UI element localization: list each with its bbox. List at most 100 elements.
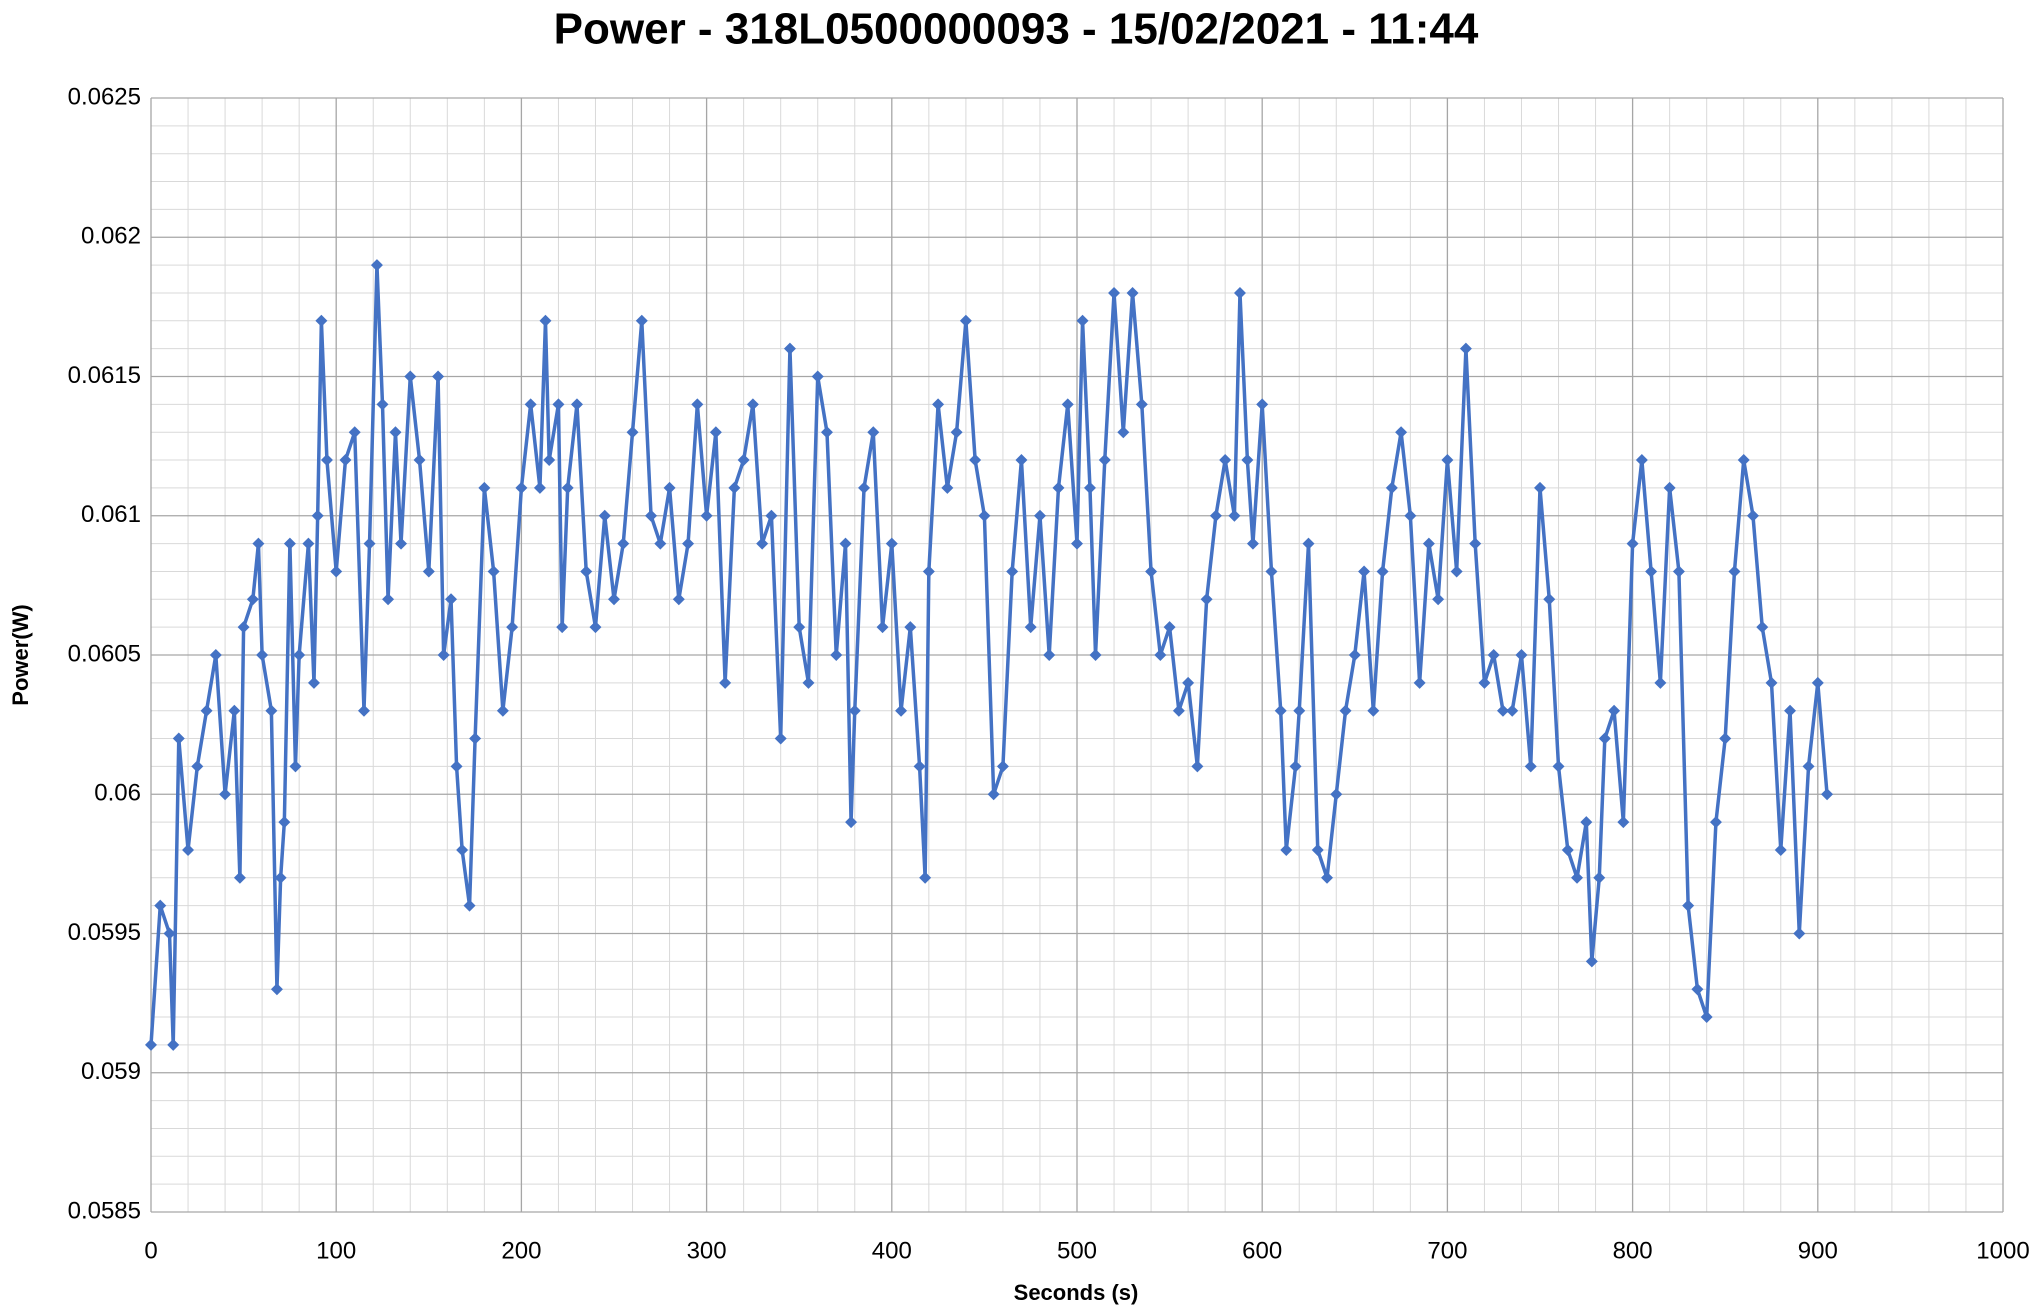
data-point: [487, 565, 500, 578]
data-point: [363, 537, 376, 550]
data-point: [783, 342, 796, 355]
data-point: [589, 621, 602, 634]
data-point: [1108, 286, 1121, 299]
data-point: [1404, 509, 1417, 522]
data-point: [820, 426, 833, 439]
data-point: [339, 454, 352, 467]
data-point: [1200, 593, 1213, 606]
data-point: [1376, 565, 1389, 578]
data-point: [1293, 704, 1306, 717]
data-point: [246, 593, 259, 606]
y-axis-label: Power(W): [8, 604, 33, 705]
data-point: [1728, 565, 1741, 578]
data-point: [1358, 565, 1371, 578]
x-tick-label: 100: [316, 1237, 356, 1264]
data-point: [382, 593, 395, 606]
y-tick-label: 0.0595: [68, 919, 141, 946]
data-point: [1617, 816, 1630, 829]
data-point: [1663, 481, 1676, 494]
data-point: [357, 704, 370, 717]
data-point: [691, 398, 704, 411]
data-point: [617, 537, 630, 550]
data-point: [311, 509, 324, 522]
data-point: [737, 454, 750, 467]
data-point: [1321, 871, 1334, 884]
data-point: [556, 621, 569, 634]
data-point: [839, 537, 852, 550]
data-point: [885, 537, 898, 550]
data-point: [1626, 537, 1639, 550]
data-point: [307, 676, 320, 689]
data-point: [293, 649, 306, 661]
data-point: [904, 621, 917, 634]
data-point: [1645, 565, 1658, 578]
data-point: [1145, 565, 1158, 578]
data-point: [1089, 649, 1102, 661]
data-point: [278, 816, 291, 829]
data-point: [654, 537, 667, 550]
data-point: [1700, 1011, 1713, 1024]
data-point: [1052, 481, 1065, 494]
data-point: [978, 509, 991, 522]
data-point: [969, 454, 982, 467]
data-point: [1385, 481, 1398, 494]
data-point: [1209, 509, 1222, 522]
data-point: [283, 537, 296, 550]
data-point: [543, 454, 556, 467]
data-point: [228, 704, 241, 717]
data-point: [1561, 843, 1574, 856]
data-point: [1126, 286, 1139, 299]
data-point: [663, 481, 676, 494]
data-point: [1793, 927, 1806, 940]
data-point: [270, 983, 283, 996]
data-point: [404, 370, 417, 383]
data-point: [1154, 649, 1167, 661]
data-point: [172, 732, 185, 745]
data-point: [635, 314, 648, 327]
data-point: [848, 704, 861, 717]
data-point: [422, 565, 435, 578]
data-point: [1241, 454, 1254, 467]
data-point: [1784, 704, 1797, 717]
data-point: [1469, 537, 1482, 550]
data-point: [1339, 704, 1352, 717]
data-point: [1233, 286, 1246, 299]
data-point: [932, 398, 945, 411]
data-point: [209, 649, 222, 661]
data-point: [1593, 871, 1606, 884]
data-point: [463, 899, 476, 912]
data-point: [645, 509, 658, 522]
x-tick-label: 700: [1427, 1237, 1467, 1264]
data-point: [672, 593, 685, 606]
data-point: [598, 509, 611, 522]
x-tick-label: 500: [1057, 1237, 1097, 1264]
data-point: [895, 704, 908, 717]
data-point: [858, 481, 871, 494]
data-point: [320, 454, 333, 467]
data-point: [682, 537, 695, 550]
data-point: [756, 537, 769, 550]
data-point: [191, 760, 204, 773]
y-tick-label: 0.0625: [68, 83, 141, 110]
data-point: [959, 314, 972, 327]
data-point: [1821, 788, 1834, 801]
data-point: [802, 676, 815, 689]
data-point: [1459, 342, 1472, 355]
data-point: [1228, 509, 1241, 522]
data-point: [256, 649, 269, 661]
data-point: [987, 788, 1000, 801]
data-point: [1746, 509, 1759, 522]
data-point: [376, 398, 389, 411]
data-point: [515, 481, 528, 494]
data-point: [1083, 481, 1096, 494]
data-point: [315, 314, 328, 327]
data-point: [719, 676, 732, 689]
data-point: [1585, 955, 1598, 968]
data-point: [830, 649, 843, 661]
data-point: [1071, 537, 1083, 550]
data-point: [1802, 760, 1815, 773]
data-point: [348, 426, 361, 439]
data-point: [1413, 676, 1426, 689]
data-point: [154, 899, 167, 912]
x-tick-label: 900: [1798, 1237, 1838, 1264]
